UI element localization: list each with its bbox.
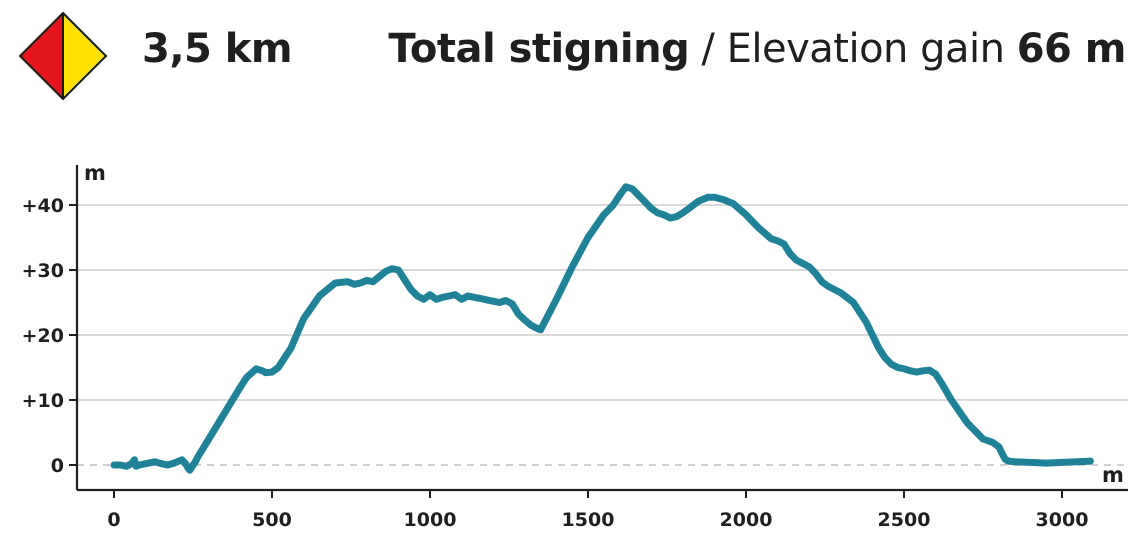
x-tick-label: 3000 — [1036, 509, 1089, 531]
x-tick-label: 500 — [252, 509, 292, 531]
x-tick-label: 0 — [107, 509, 120, 531]
elevation-profile-line — [110, 183, 1094, 474]
trail-marker-icon — [18, 11, 108, 101]
y-tick-label: +20 — [22, 325, 64, 347]
y-tick-label: +10 — [22, 390, 64, 412]
trail-marker-left-half — [20, 13, 63, 99]
x-tick-label: 1500 — [562, 509, 615, 531]
route-distance: 3,5 km — [142, 26, 293, 72]
trail-marker-right-half — [63, 13, 106, 99]
x-axis-label: m — [1102, 463, 1124, 487]
x-tick-label: 2500 — [878, 509, 931, 531]
y-tick-label: +30 — [22, 260, 64, 282]
y-tick-label: 0 — [51, 455, 64, 477]
y-tick-label: +40 — [22, 195, 64, 217]
gain-label-no: Total stigning — [388, 26, 690, 72]
gain-separator: / — [689, 26, 727, 72]
elevation-gain: Total stigning / Elevation gain 66 m — [388, 26, 1126, 72]
x-tick-label: 1000 — [404, 509, 457, 531]
gain-label-en: Elevation gain — [726, 26, 1005, 72]
x-tick-label: 2000 — [720, 509, 773, 531]
y-axis-label: m — [84, 161, 106, 185]
gain-value: 66 m — [1016, 26, 1127, 72]
